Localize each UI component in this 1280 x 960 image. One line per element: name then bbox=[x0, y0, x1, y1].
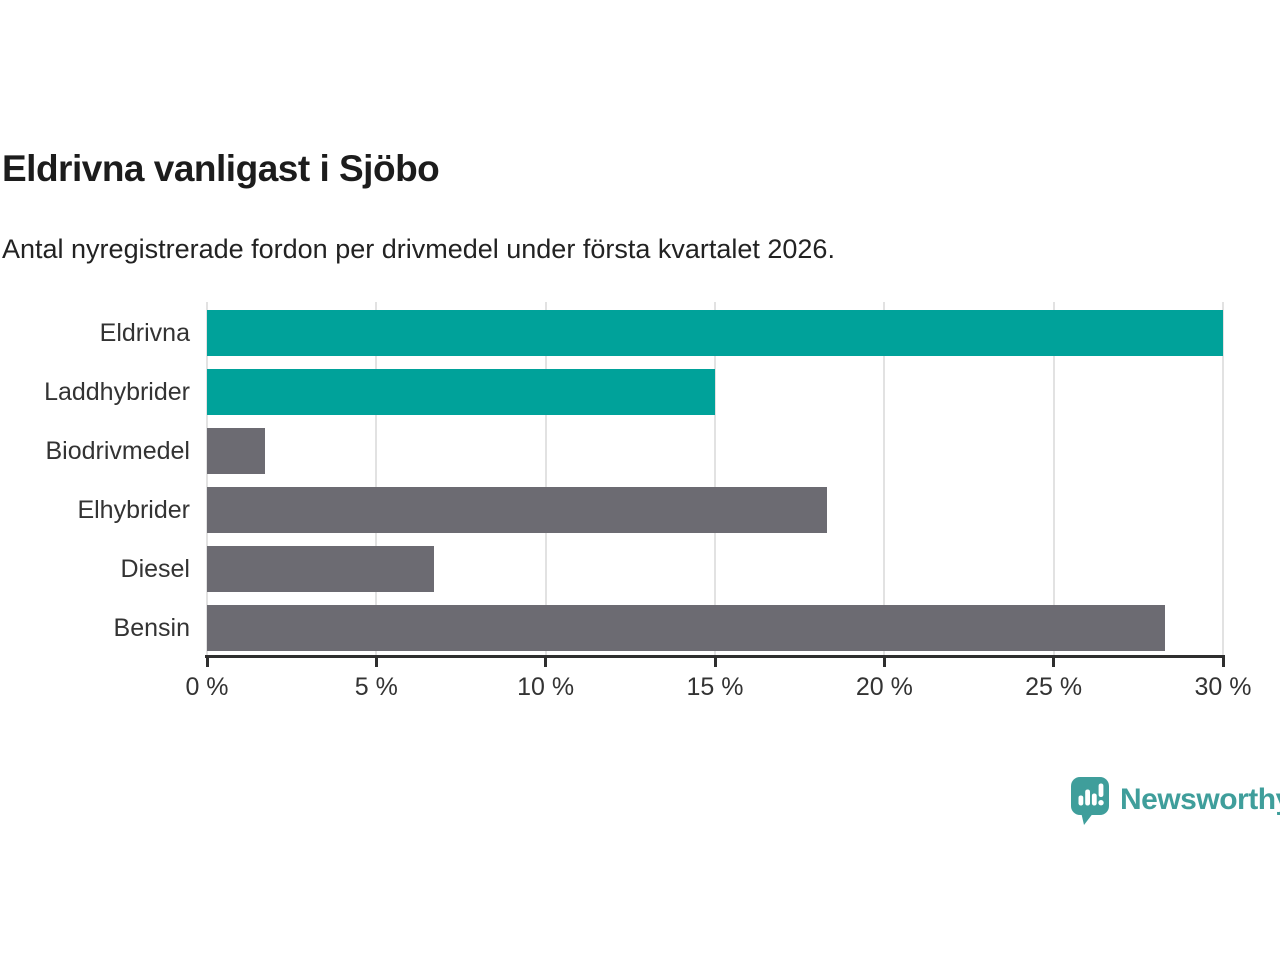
category-label: Diesel bbox=[120, 554, 190, 583]
bar bbox=[207, 545, 434, 592]
x-axis-tick bbox=[1052, 658, 1056, 667]
gridline bbox=[375, 302, 378, 655]
x-axis-tick bbox=[713, 658, 717, 667]
bar bbox=[207, 428, 265, 475]
x-axis-tick-label: 15 % bbox=[686, 673, 744, 701]
category-label: Bensin bbox=[113, 613, 190, 642]
x-axis-tick bbox=[882, 658, 886, 667]
gridline bbox=[1222, 302, 1224, 655]
x-axis-tick bbox=[1221, 658, 1225, 667]
category-label: Biodrivmedel bbox=[45, 437, 190, 466]
category-label: Laddhybrider bbox=[44, 378, 190, 407]
x-axis-tick-label: 20 % bbox=[855, 673, 913, 701]
bar bbox=[207, 486, 827, 533]
x-axis-tick-label: 30 % bbox=[1194, 673, 1252, 701]
newsworthy-logo-icon bbox=[1070, 776, 1111, 831]
x-axis-tick bbox=[374, 658, 378, 667]
newsworthy-logo: Newsworthy bbox=[1070, 776, 1280, 831]
x-axis-tick-label: 10 % bbox=[517, 673, 575, 701]
newsworthy-logo-text: Newsworthy bbox=[1120, 782, 1280, 816]
gridline bbox=[544, 302, 547, 655]
x-axis-tick bbox=[205, 658, 209, 667]
bar bbox=[207, 310, 1223, 357]
x-axis-tick-label: 25 % bbox=[1025, 673, 1083, 701]
x-axis-tick bbox=[544, 658, 548, 667]
gridline bbox=[714, 302, 716, 655]
bar bbox=[207, 604, 1166, 651]
chart-subtitle: Antal nyregistrerade fordon per drivmede… bbox=[2, 234, 835, 264]
gridline bbox=[883, 302, 886, 655]
gridline bbox=[1052, 302, 1055, 655]
gridline bbox=[206, 302, 208, 655]
category-label: Eldrivna bbox=[99, 319, 190, 348]
bar bbox=[207, 369, 715, 416]
x-axis-line bbox=[205, 655, 1225, 658]
category-label: Elhybrider bbox=[77, 495, 190, 524]
x-axis-tick-label: 5 % bbox=[354, 673, 398, 701]
chart-title: Eldrivna vanligast i Sjöbo bbox=[2, 148, 440, 189]
x-axis-tick-label: 0 % bbox=[185, 673, 229, 701]
